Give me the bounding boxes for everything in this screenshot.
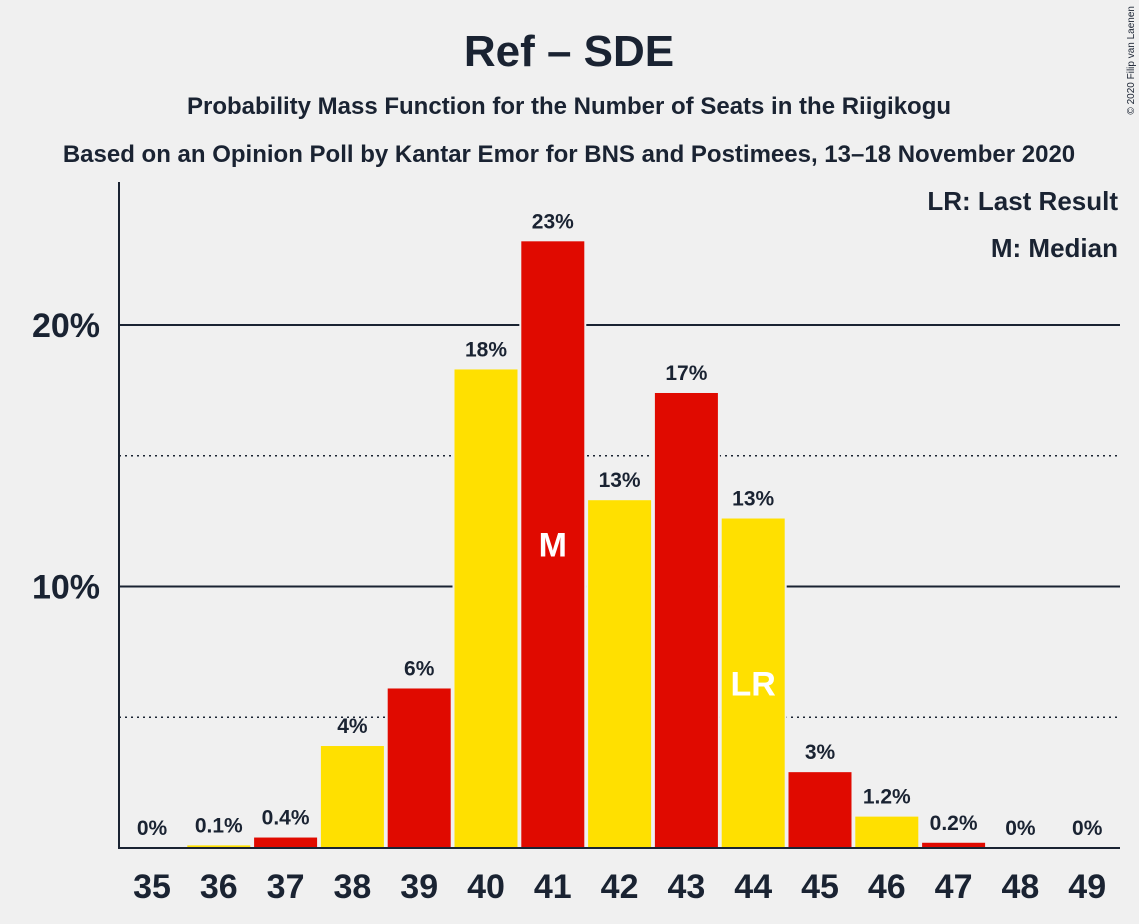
x-tick-label: 46 bbox=[868, 868, 906, 906]
data-label-seats-47: 0.2% bbox=[930, 812, 978, 835]
legend-last-result: LR: Last Result bbox=[927, 186, 1118, 216]
bar-seats-43 bbox=[654, 392, 718, 848]
x-tick-label: 36 bbox=[200, 868, 238, 906]
bar-seats-36 bbox=[187, 845, 251, 848]
last-result-marker: LR bbox=[731, 665, 776, 703]
x-tick-label: 40 bbox=[467, 868, 505, 906]
bar-seats-41 bbox=[521, 241, 585, 848]
x-tick-label: 39 bbox=[400, 868, 438, 906]
data-label-seats-43: 17% bbox=[665, 362, 707, 385]
chart-subtitle-source: Based on an Opinion Poll by Kantar Emor … bbox=[63, 141, 1075, 168]
bar-seats-42 bbox=[588, 500, 652, 848]
bar-seats-45 bbox=[788, 772, 852, 848]
data-label-seats-38: 4% bbox=[337, 715, 368, 738]
data-labels: 0% 0.1% 0.4% 4% 6% 18% 23% M 13% 17% 13% LR 3% 1.2% 0.… bbox=[137, 210, 1103, 840]
bar-seats-46 bbox=[855, 816, 919, 848]
y-tick-label: 20% bbox=[32, 307, 100, 345]
x-tick-label: 43 bbox=[667, 868, 705, 906]
data-label-seats-39: 6% bbox=[404, 657, 435, 680]
data-label-seats-48: 0% bbox=[1005, 817, 1036, 840]
bars bbox=[185, 239, 988, 848]
x-tick-label: 48 bbox=[1001, 868, 1039, 906]
x-tick-label: 44 bbox=[734, 868, 772, 906]
bar-seats-37 bbox=[254, 837, 318, 848]
data-label-seats-45: 3% bbox=[805, 741, 836, 764]
chart-subtitle: Probability Mass Function for the Number… bbox=[187, 93, 951, 120]
copyright-notice: © 2020 Filip van Laenen bbox=[1126, 6, 1137, 115]
legend-median: M: Median bbox=[991, 233, 1118, 263]
bar-seats-47 bbox=[922, 842, 986, 848]
x-tick-label: 49 bbox=[1068, 868, 1106, 906]
bar-seats-38 bbox=[320, 746, 384, 848]
data-label-seats-44: 13% bbox=[732, 488, 774, 511]
chart-title: Ref – SDE bbox=[464, 27, 674, 76]
x-tick-label: 45 bbox=[801, 868, 839, 906]
data-label-seats-42: 13% bbox=[599, 469, 641, 492]
y-tick-label: 10% bbox=[32, 569, 100, 607]
data-label-seats-41: 23% bbox=[532, 210, 574, 233]
x-tick-label: 38 bbox=[333, 868, 371, 906]
data-label-seats-36: 0.1% bbox=[195, 814, 243, 837]
x-tick-label: 41 bbox=[534, 868, 572, 906]
data-label-seats-37: 0.4% bbox=[262, 807, 310, 830]
bar-seats-44 bbox=[721, 518, 785, 848]
x-axis-ticks: 35 36 37 38 39 40 41 42 43 44 45 46 47 48 49 bbox=[133, 868, 1106, 906]
bar-seats-39 bbox=[387, 688, 451, 848]
bar-seats-40 bbox=[454, 369, 518, 848]
data-label-seats-46: 1.2% bbox=[863, 786, 911, 809]
x-tick-label: 47 bbox=[935, 868, 973, 906]
data-label-seats-49: 0% bbox=[1072, 817, 1103, 840]
y-axis-ticks: 10% 20% bbox=[32, 307, 100, 607]
median-marker: M bbox=[539, 527, 567, 565]
x-tick-label: 42 bbox=[601, 868, 639, 906]
data-label-seats-35: 0% bbox=[137, 817, 168, 840]
x-tick-label: 37 bbox=[267, 868, 305, 906]
x-tick-label: 35 bbox=[133, 868, 171, 906]
data-label-seats-40: 18% bbox=[465, 338, 507, 361]
